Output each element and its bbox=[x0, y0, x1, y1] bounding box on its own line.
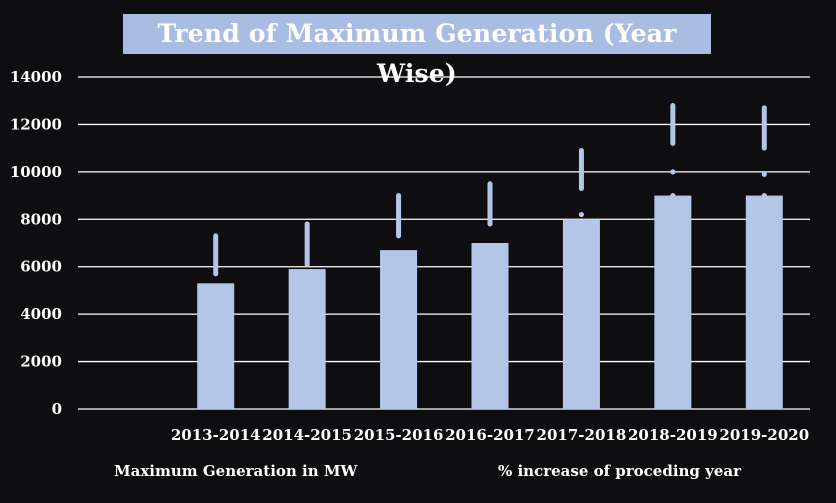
y-tick-label: 2000 bbox=[20, 353, 62, 371]
x-tick-label: 2014-2015 bbox=[262, 426, 352, 444]
bar bbox=[288, 269, 326, 409]
x-tick-label: 2017-2018 bbox=[537, 426, 627, 444]
y-tick-label: 0 bbox=[52, 400, 62, 418]
chart-title: Trend of Maximum Generation (Year Wise) bbox=[157, 19, 677, 88]
legend-entry-max-generation: Maximum Generation in MW bbox=[114, 462, 358, 480]
bar bbox=[380, 250, 418, 409]
chart-title-background bbox=[123, 14, 711, 54]
x-tick-label: 2013-2014 bbox=[171, 426, 261, 444]
bar bbox=[745, 195, 783, 409]
bar bbox=[471, 243, 509, 409]
error-dot bbox=[670, 192, 676, 199]
x-tick-label: 2015-2016 bbox=[354, 426, 444, 444]
error-dot bbox=[670, 169, 676, 175]
y-tick-label: 12000 bbox=[10, 115, 62, 133]
y-tick-label: 6000 bbox=[20, 258, 62, 276]
y-tick-label: 8000 bbox=[20, 210, 62, 228]
bar bbox=[654, 195, 692, 409]
x-tick-label: 2019-2020 bbox=[719, 426, 809, 444]
legend-entry-percent-increase: % increase of proceding year bbox=[498, 462, 742, 480]
error-dot bbox=[761, 171, 767, 177]
y-tick-label: 4000 bbox=[20, 305, 62, 323]
x-tick-label: 2018-2019 bbox=[628, 426, 718, 444]
error-dot bbox=[578, 211, 585, 218]
bar bbox=[562, 219, 600, 409]
y-tick-label: 10000 bbox=[10, 163, 62, 181]
error-dot bbox=[761, 192, 767, 199]
x-tick-label: 2016-2017 bbox=[445, 426, 535, 444]
y-tick-label: 14000 bbox=[10, 68, 62, 86]
bar bbox=[197, 283, 235, 409]
